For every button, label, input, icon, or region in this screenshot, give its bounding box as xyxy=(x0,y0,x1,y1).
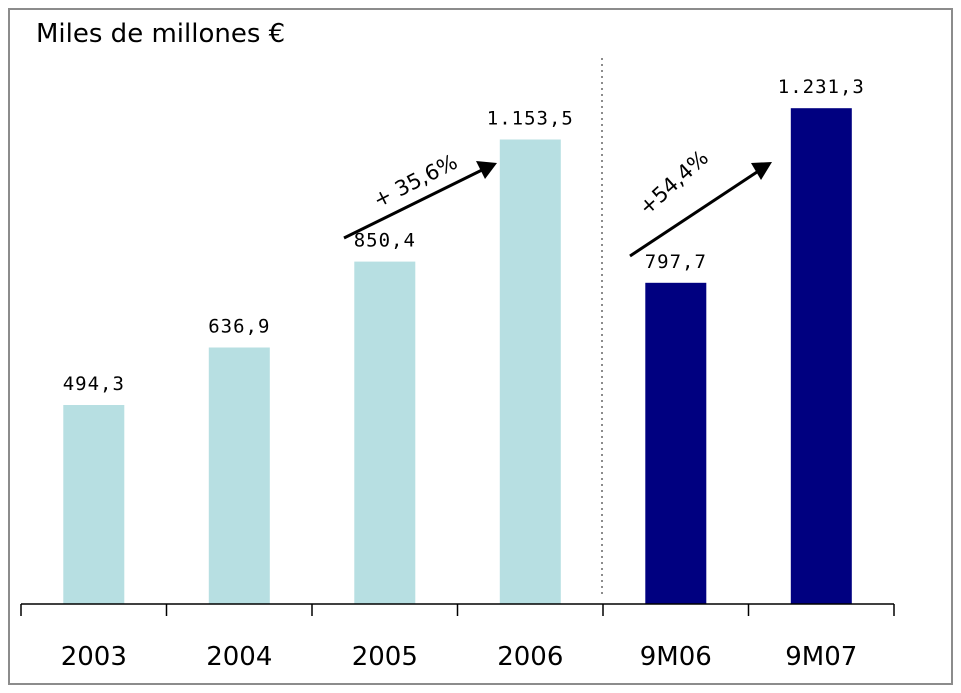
growth-arrowhead-2006 xyxy=(476,161,497,179)
bar-2006 xyxy=(499,139,561,604)
value-label-2006: 1.153,5 xyxy=(487,108,574,130)
category-label-2003: 2003 xyxy=(61,642,127,672)
unit-label: Miles de millones € xyxy=(36,19,285,49)
bar-9m06 xyxy=(645,282,707,604)
bars-group xyxy=(63,108,852,604)
category-label-9m06: 9M06 xyxy=(640,642,712,672)
growth-annotation-2006: + 35,6% xyxy=(343,150,497,240)
bar-2005 xyxy=(354,261,416,604)
value-label-2005: 850,4 xyxy=(354,230,416,252)
category-label-2004: 2004 xyxy=(206,642,272,672)
growth-arrow-9m07 xyxy=(629,170,758,258)
value-labels-group: 494,3 636,9 850,4 1.153,5 797,7 1.231,3 xyxy=(63,76,865,395)
growth-arrow-2006 xyxy=(343,168,483,240)
value-label-2003: 494,3 xyxy=(63,373,125,395)
bar-9m07 xyxy=(790,108,852,604)
bar-2004 xyxy=(208,347,270,604)
x-axis xyxy=(20,603,895,616)
category-label-9m07: 9M07 xyxy=(785,642,857,672)
bar-2003 xyxy=(63,405,125,604)
growth-annotation-9m07: +54,4% xyxy=(629,145,772,258)
value-label-9m07: 1.231,3 xyxy=(778,76,865,98)
growth-arrowhead-9m07 xyxy=(751,162,772,180)
category-labels-group: 2003 2004 2005 2006 9M06 9M07 xyxy=(61,642,858,672)
value-label-2004: 636,9 xyxy=(208,316,270,338)
category-label-2006: 2006 xyxy=(497,642,563,672)
category-label-2005: 2005 xyxy=(352,642,418,672)
value-label-9m06: 797,7 xyxy=(645,251,707,273)
